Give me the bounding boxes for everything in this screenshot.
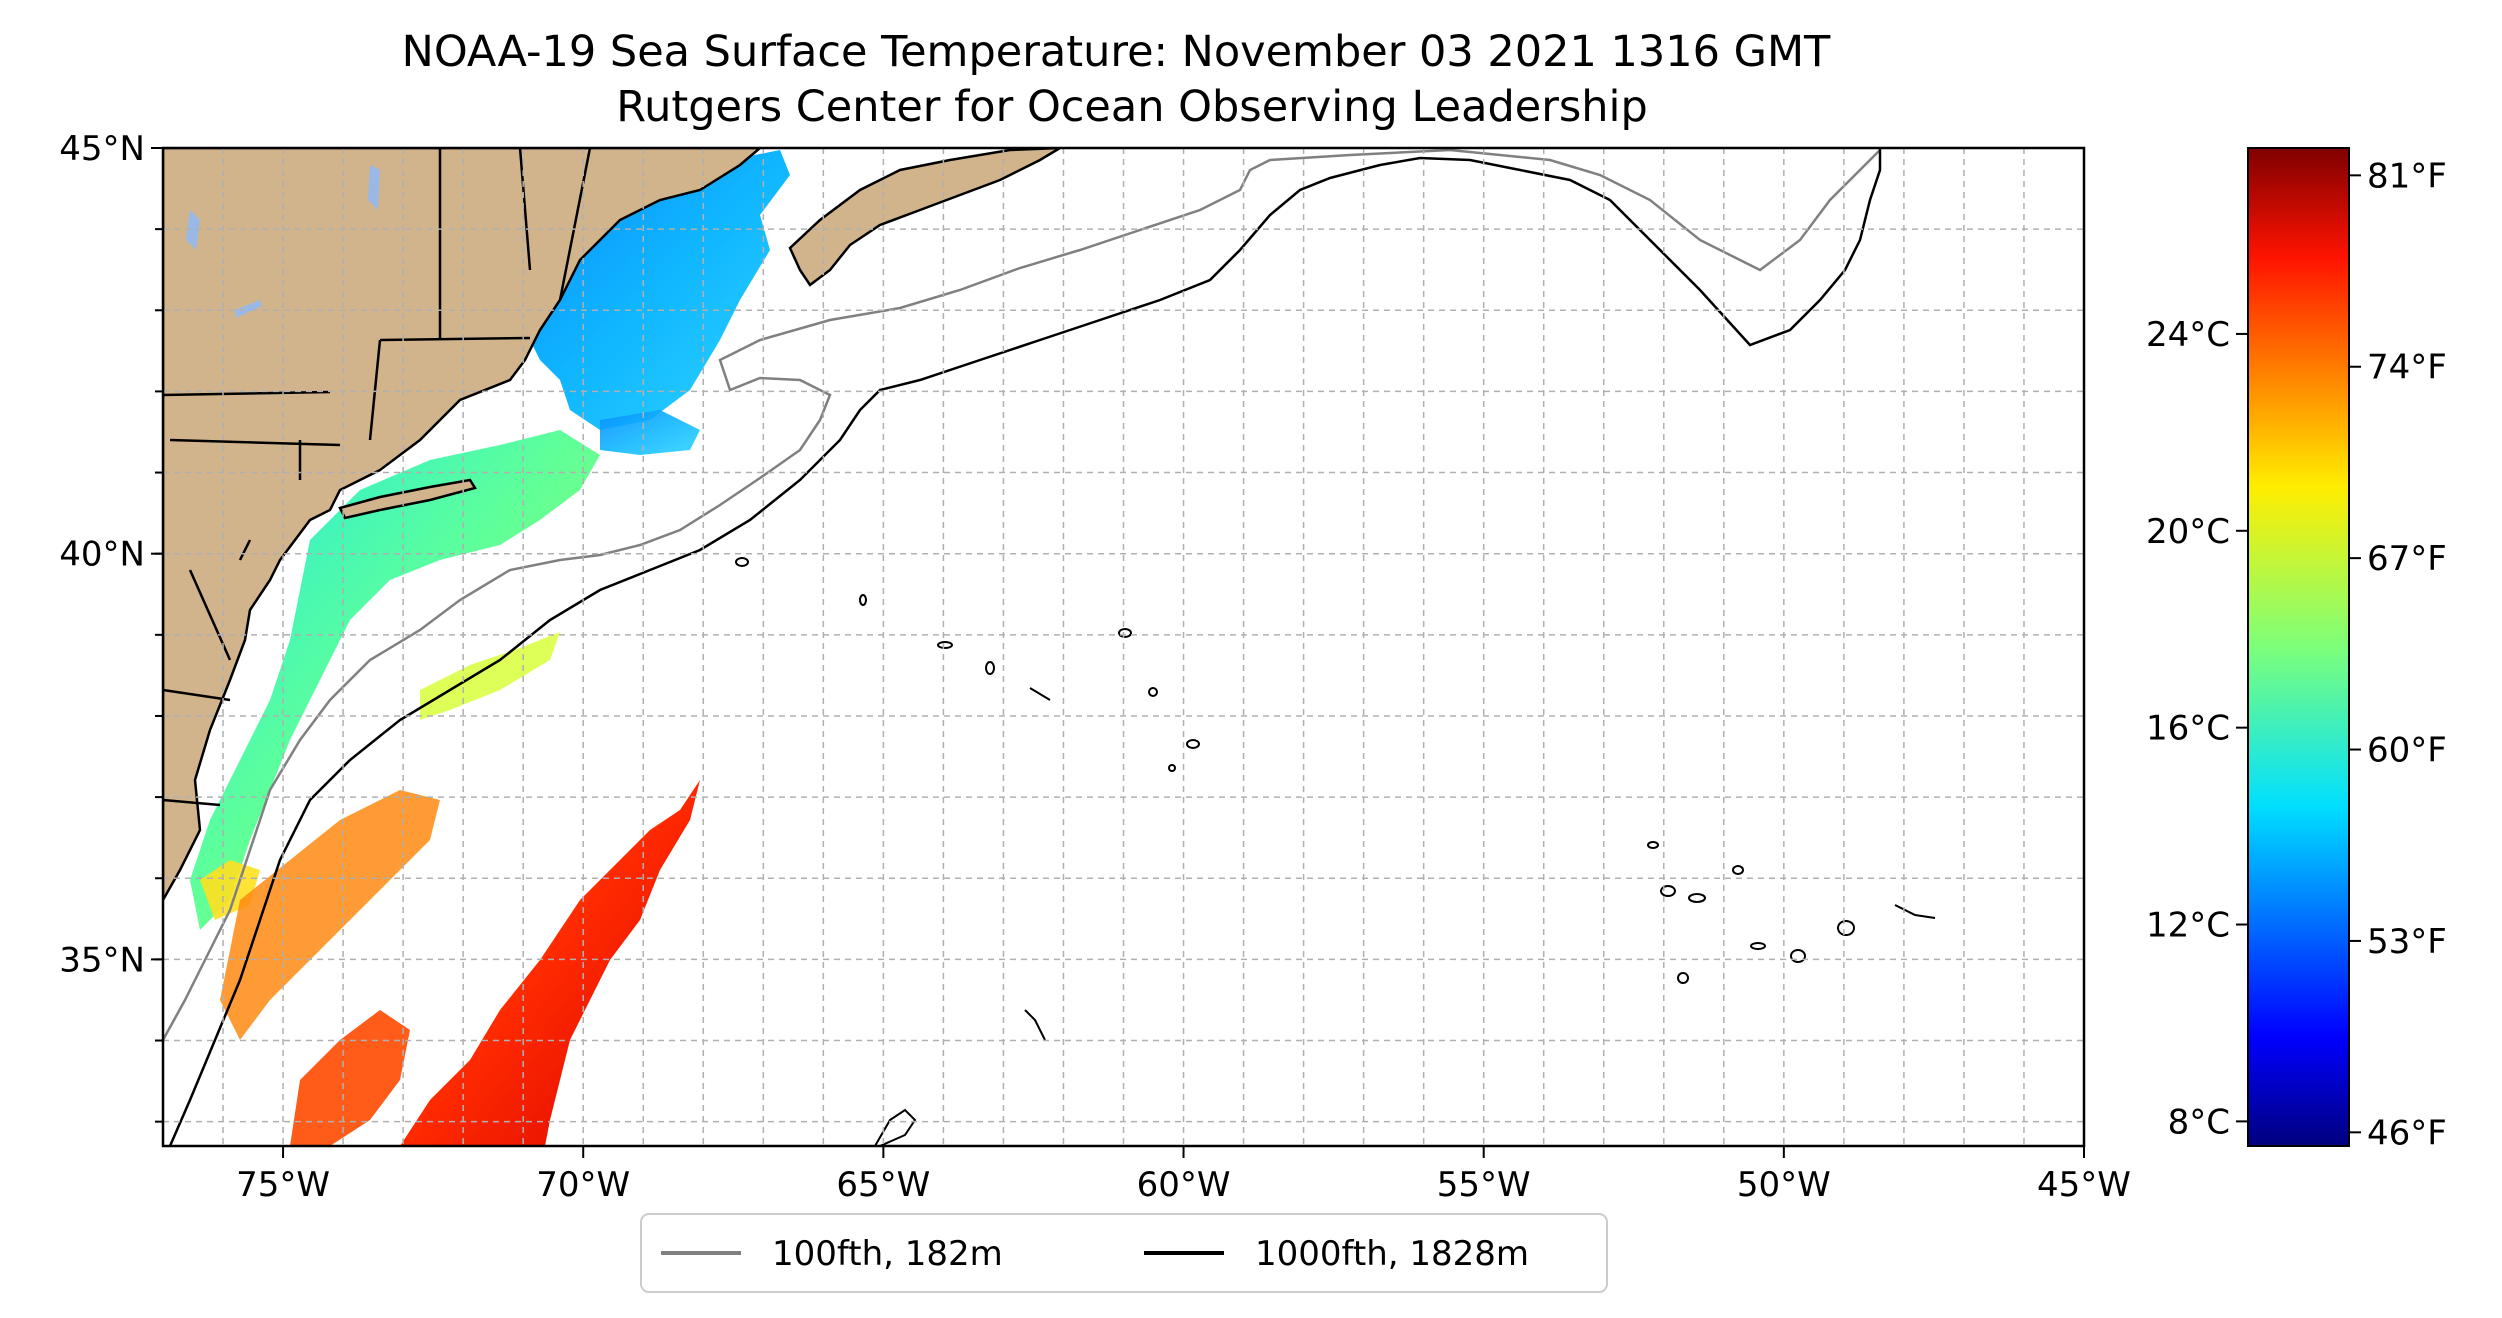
lon-tick-label: 70°W: [536, 1165, 630, 1205]
title-line-1: NOAA-19 Sea Surface Temperature: Novembe…: [402, 27, 1831, 77]
colorbar-c-label: 16°C: [2146, 709, 2230, 749]
colorbar-f-label: 74°F: [2367, 348, 2447, 388]
colorbar-f-label: 53°F: [2367, 922, 2447, 962]
sst-cape-cod-shelf: [600, 410, 700, 455]
lat-tick-label: 35°N: [59, 940, 145, 980]
sst-gulf-of-maine: [520, 150, 790, 430]
colorbar-c-label: 8°C: [2168, 1102, 2230, 1142]
sst-sargasso-patches: [220, 790, 440, 1040]
colorbar-f-label: 60°F: [2367, 731, 2447, 771]
land-long-island: [338, 478, 477, 520]
landmass: [163, 148, 1061, 903]
isobath-100fth: [163, 148, 1881, 1041]
colorbar-c-label: 24°C: [2146, 315, 2230, 355]
lon-tick-label: 65°W: [836, 1165, 930, 1205]
colorbar-gradient: [2247, 147, 2350, 1147]
legend: 100fth, 182m 1000fth, 1828m: [640, 1213, 1608, 1293]
sst-overlay: [190, 150, 790, 1146]
colorbar-f-label: 67°F: [2367, 539, 2447, 579]
colorbar-ticks: 81°F 74°F 67°F 60°F 53°F 46°F 24°C 20°C 16°C 12°C…: [2146, 156, 2447, 1153]
gridlines: [163, 148, 2084, 1146]
legend-frame: [640, 1213, 1608, 1293]
isobath-1000fth: [168, 148, 1882, 1146]
legend-label-1000fth: 1000fth, 1828m: [1255, 1234, 1529, 1274]
title-line-2: Rutgers Center for Ocean Observing Leade…: [616, 82, 1648, 132]
state-borders: [163, 148, 592, 807]
colorbar-c-label: 20°C: [2146, 512, 2230, 552]
sst-shelf-break-yellow: [420, 632, 560, 720]
legend-label-100fth: 100fth, 182m: [772, 1234, 1003, 1274]
map-axes: 75°W 70°W 65°W 60°W 55°W 50°W 45°W 45°N 40°N 35°N: [59, 129, 2131, 1205]
colorbar-f-label: 46°F: [2367, 1113, 2447, 1153]
lon-tick-label: 55°W: [1437, 1165, 1531, 1205]
sst-southern-warm: [290, 1010, 410, 1146]
map-panel: [163, 148, 2084, 1146]
lon-tick-label: 50°W: [1737, 1165, 1831, 1205]
lon-tick-label: 75°W: [236, 1165, 330, 1205]
lat-tick-label: 40°N: [59, 535, 145, 575]
seamount-contours: [735, 557, 1936, 1146]
land-us-east-coast: [163, 148, 762, 903]
colorbar-f-label: 81°F: [2367, 156, 2447, 196]
map-frame: [161, 146, 2086, 1148]
colorbar: 81°F 74°F 67°F 60°F 53°F 46°F 24°C 20°C 16°C 12°C…: [2146, 147, 2447, 1153]
lon-tick-label: 45°W: [2037, 1165, 2131, 1205]
sst-gulf-stream: [400, 760, 705, 1146]
lon-tick-label: 60°W: [1137, 1165, 1231, 1205]
colorbar-c-label: 12°C: [2146, 906, 2230, 946]
lat-tick-label: 45°N: [59, 129, 145, 169]
